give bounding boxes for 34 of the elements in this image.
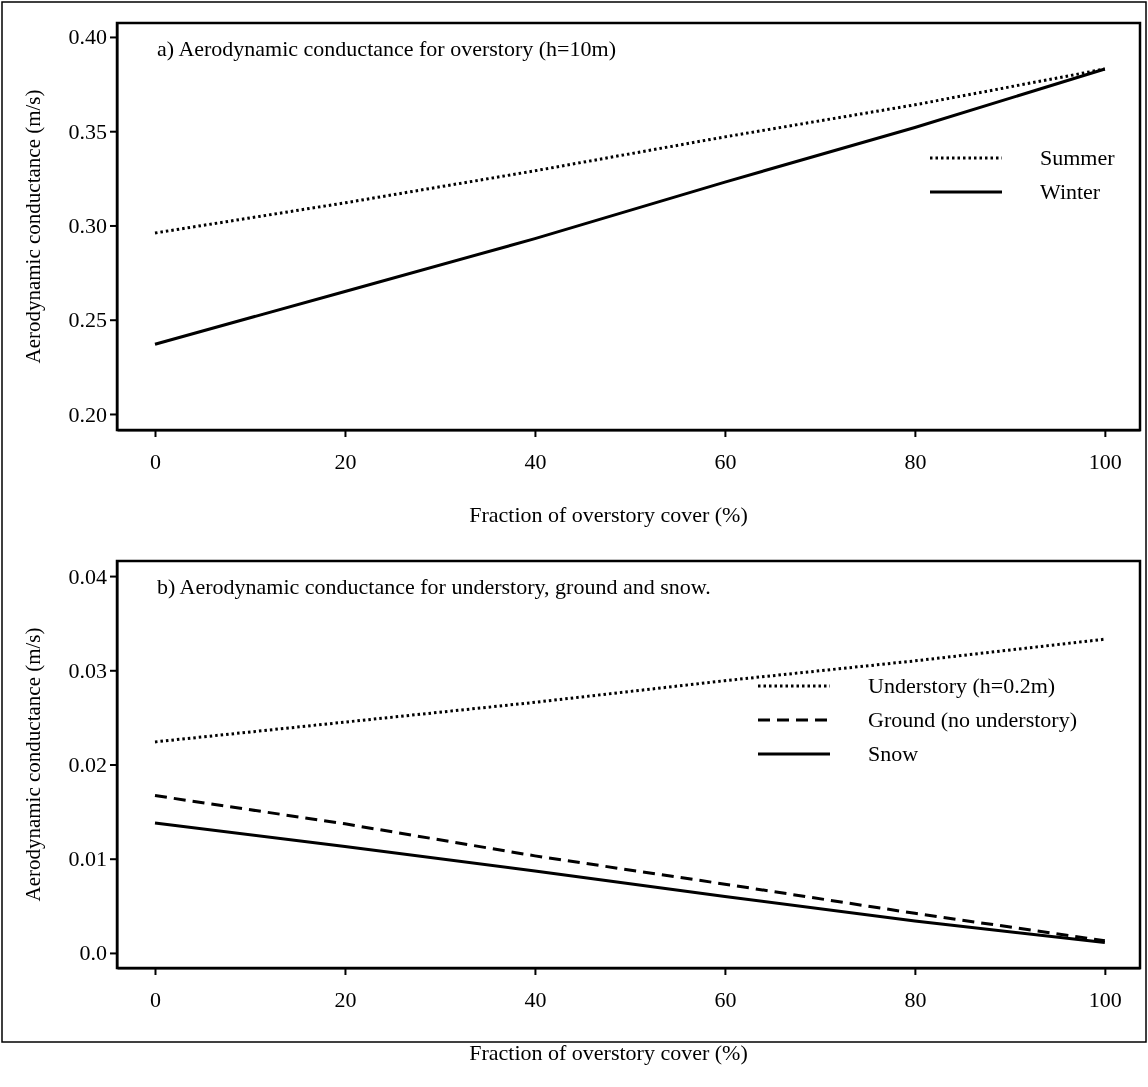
y-tick-label: 0.30 [68, 213, 107, 238]
line-series [153, 637, 1107, 744]
x-tick-label: 40 [524, 986, 547, 1012]
y-tick-label: 0.40 [68, 24, 107, 50]
x-tick-label: 80 [904, 448, 927, 474]
y-tick-label: 0.03 [68, 657, 107, 683]
legend-label: Ground (no understory) [868, 707, 1077, 732]
x-tick-label: 20 [334, 448, 357, 474]
legend-label: Winter [1040, 179, 1101, 204]
x-tick-label: 20 [334, 986, 357, 1012]
x-tick-label: 100 [1088, 448, 1122, 474]
y-tick-label: 0.20 [68, 401, 107, 427]
y-tick-label: 0.25 [68, 307, 107, 333]
y-tick-label: 0.0 [79, 940, 107, 966]
legend-label: Summer [1040, 145, 1116, 170]
legend-label: Snow [868, 741, 919, 766]
x-axis-title: Fraction of overstory cover (%) [469, 502, 748, 527]
text: b) Aerodynamic conductance for understory, ground and snow. [157, 574, 711, 599]
legend-label: Understory (h=0.2m) [868, 673, 1056, 698]
x-axis-title: Fraction of overstory cover (%) [469, 1040, 748, 1065]
y-axis-title: Aerodynamic conductance (m/s) [21, 89, 45, 364]
x-tick-label: 80 [904, 986, 927, 1012]
y-tick-label: 0.04 [68, 563, 107, 589]
text: a) Aerodynamic conductance for overstory (h=10m) [157, 36, 616, 61]
x-tick-label: 100 [1088, 986, 1122, 1012]
x-tick-label: 40 [524, 448, 547, 474]
y-tick-label: 0.02 [68, 752, 107, 778]
y-tick-label: 0.35 [68, 118, 107, 144]
x-tick-label: 0 [149, 448, 161, 474]
y-axis-title: Aerodynamic conductance (m/s) [21, 627, 45, 902]
y-tick-label: 0.01 [68, 846, 107, 872]
x-tick-label: 60 [714, 986, 737, 1012]
x-tick-label: 60 [714, 448, 737, 474]
x-tick-label: 0 [149, 986, 161, 1012]
